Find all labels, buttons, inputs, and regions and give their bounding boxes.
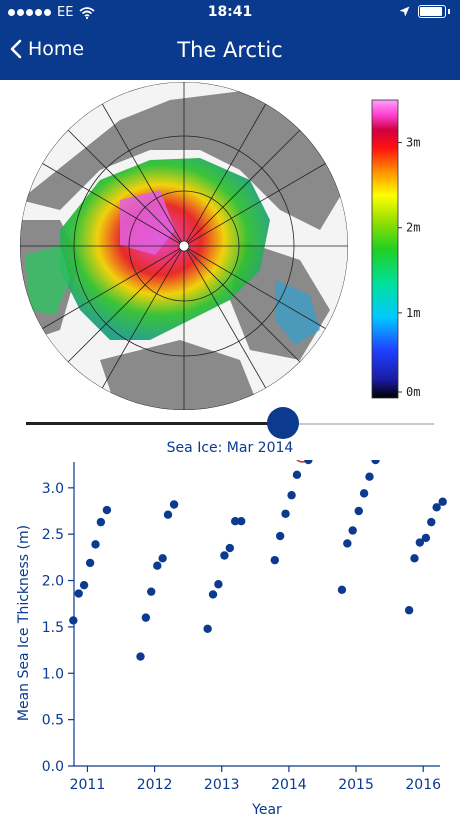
data-point[interactable]	[203, 624, 212, 633]
data-point[interactable]	[359, 489, 369, 498]
data-point[interactable]	[96, 517, 106, 527]
data-point[interactable]	[147, 587, 156, 596]
signal-dots-icon	[8, 9, 51, 16]
y-tick-label: 2.5	[42, 527, 64, 543]
highlight-ring	[296, 460, 309, 463]
data-point[interactable]	[163, 510, 173, 519]
data-point[interactable]	[337, 585, 347, 595]
data-point[interactable]	[275, 531, 285, 541]
thickness-chart: 0.0 0.5 1.0 1.5 2.0 2.5 3.0 2011 2012 2013 2014 201…	[16, 460, 447, 818]
arctic-ice-map: 3m 2m 1m 0m	[20, 82, 420, 410]
data-point[interactable]	[102, 505, 112, 515]
data-point[interactable]	[348, 526, 357, 535]
data-point[interactable]	[432, 503, 441, 512]
data-point[interactable]	[69, 616, 78, 625]
data-point[interactable]	[410, 554, 419, 563]
wifi-icon	[79, 6, 96, 19]
battery-icon	[418, 5, 446, 18]
data-point[interactable]	[421, 533, 431, 543]
nav-bar: Home The Arctic	[0, 26, 460, 80]
data-point[interactable]	[220, 551, 229, 560]
status-left: EE	[8, 5, 96, 20]
battery-tip	[448, 9, 450, 14]
data-point[interactable]	[141, 613, 151, 622]
y-tick-label: 3.0	[42, 481, 64, 497]
colorbar-label: 0m	[406, 385, 420, 399]
data-point[interactable]	[404, 606, 414, 615]
back-button[interactable]: Home	[10, 38, 84, 60]
data-point[interactable]	[214, 580, 223, 589]
data-point[interactable]	[169, 500, 179, 509]
data-point[interactable]	[270, 555, 279, 565]
status-bar: EE 18:41	[0, 0, 460, 26]
y-tick-label: 0.0	[42, 759, 64, 775]
data-point[interactable]	[365, 472, 374, 481]
page-title: The Arctic	[177, 38, 283, 62]
data-point[interactable]	[415, 538, 425, 547]
x-tick-label: 2013	[204, 777, 240, 793]
colorbar-label: 2m	[406, 221, 420, 235]
y-axis-label: Mean Sea Ice Thickness (m)	[16, 525, 32, 721]
colorbar	[371, 99, 399, 399]
colorbar-label: 3m	[406, 136, 420, 150]
data-point[interactable]	[287, 491, 296, 500]
back-label: Home	[28, 38, 85, 60]
data-point[interactable]	[438, 497, 447, 506]
data-point[interactable]	[230, 517, 240, 526]
x-tick-label: 2012	[137, 777, 173, 793]
x-tick-label: 2016	[405, 777, 441, 793]
data-point[interactable]	[208, 590, 218, 599]
slider-track-empty	[283, 423, 434, 425]
y-tick-label: 2.0	[42, 574, 64, 590]
data-point[interactable]	[292, 470, 302, 480]
x-tick-label: 2014	[271, 777, 307, 793]
data-point[interactable]	[371, 460, 380, 465]
colorbar-ticks: 3m 2m 1m 0m	[398, 136, 420, 399]
y-tick-label: 0.5	[42, 713, 64, 729]
data-point[interactable]	[136, 652, 145, 661]
data-point[interactable]	[281, 509, 290, 518]
slider-track-filled	[26, 422, 284, 425]
data-point[interactable]	[343, 539, 352, 548]
data-point[interactable]	[427, 517, 436, 527]
data-point[interactable]	[153, 561, 162, 570]
data-point[interactable]	[91, 540, 100, 549]
data-point[interactable]	[158, 554, 167, 563]
date-slider[interactable]	[26, 404, 434, 444]
carrier-label: EE	[57, 5, 74, 20]
y-tick-label: 1.0	[42, 666, 64, 682]
slider-caption: Sea Ice: Mar 2014	[166, 440, 294, 456]
colorbar-label: 1m	[406, 306, 420, 320]
data-point[interactable]	[304, 460, 313, 465]
data-point[interactable]	[237, 517, 246, 526]
slider-thumb[interactable]	[267, 407, 300, 439]
x-axis-label: Year	[251, 802, 282, 818]
data-point[interactable]	[79, 580, 89, 590]
data-point[interactable]	[85, 558, 95, 568]
chevron-left-icon	[10, 39, 22, 59]
data-point[interactable]	[354, 506, 363, 516]
x-tick-label: 2015	[338, 777, 374, 793]
data-point[interactable]	[74, 589, 83, 598]
y-tick-label: 1.5	[42, 620, 64, 636]
map-disc	[20, 82, 348, 410]
status-right	[399, 5, 450, 18]
status-time: 18:41	[207, 4, 253, 20]
data-point[interactable]	[225, 543, 235, 553]
x-tick-label: 2011	[70, 777, 106, 793]
location-arrow-icon	[399, 6, 410, 17]
